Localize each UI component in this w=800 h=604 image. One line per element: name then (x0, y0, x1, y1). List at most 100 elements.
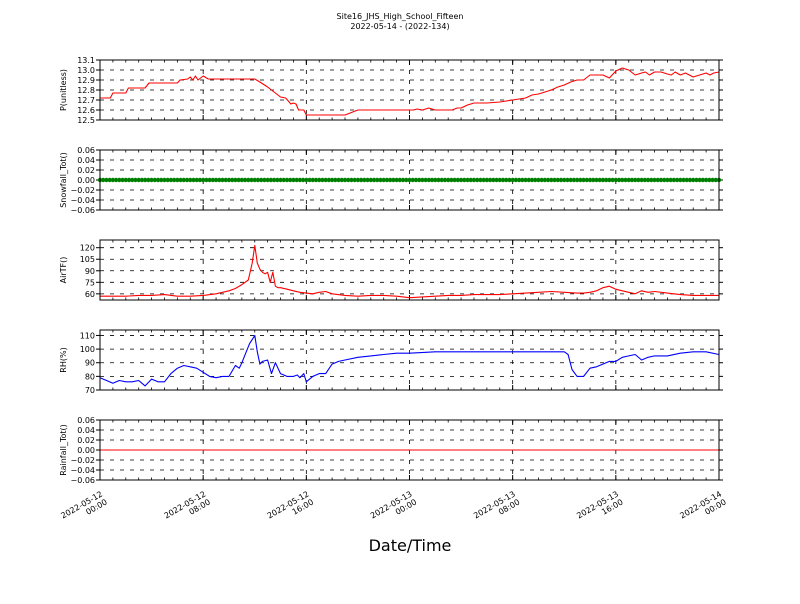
data-point (555, 177, 561, 183)
x-tick-label: 2022-05-1400:00 (678, 489, 727, 528)
data-point (387, 177, 393, 183)
data-point (658, 177, 664, 183)
data-point (307, 177, 312, 183)
data-point (284, 177, 290, 183)
data-point (101, 177, 106, 183)
data-point (703, 177, 709, 183)
data-point (581, 177, 586, 183)
chart-subtitle: 2022-05-14 - (2022-134) (350, 22, 449, 31)
data-point (317, 177, 322, 183)
y-tick-label: 0.02 (77, 166, 95, 175)
data-point (362, 177, 367, 183)
subplot-5: −0.06−0.04−0.020.000.020.040.06 Rainfall_… (59, 416, 723, 485)
data-point (562, 177, 567, 183)
data-point (275, 177, 280, 183)
data-point (165, 177, 170, 183)
data-point (184, 177, 190, 183)
data-point (594, 177, 599, 183)
data-point (371, 177, 377, 183)
data-point (197, 177, 203, 183)
subplot-4: 70 80 90 100 110 RH(%) (59, 329, 723, 395)
data-point (552, 177, 557, 183)
data-point (649, 177, 654, 183)
data-point (346, 177, 351, 183)
y-tick-label: 70 (85, 386, 95, 395)
y-tick-label: 100 (80, 345, 95, 354)
y-tick-label: 90 (85, 359, 95, 368)
data-point (391, 177, 396, 183)
data-point (355, 177, 361, 183)
y-tick-label: 12.9 (77, 76, 95, 85)
data-point (310, 177, 315, 183)
y-tick-label: 90 (85, 267, 95, 276)
data-point (529, 177, 535, 183)
data-point (429, 177, 435, 183)
data-point (139, 177, 145, 183)
y-tick-label: 0.02 (77, 436, 95, 445)
data-point (558, 177, 564, 183)
data-point (516, 177, 522, 183)
data-point (358, 177, 364, 183)
data-point (207, 177, 212, 183)
y-tick-label: 0.00 (77, 176, 95, 185)
data-point (568, 177, 573, 183)
data-point (123, 177, 128, 183)
data-point (410, 177, 415, 183)
data-point (397, 177, 403, 183)
data-point (632, 177, 638, 183)
data-point (188, 177, 193, 183)
data-point (613, 177, 619, 183)
y-axis-label: Rainfall_Tot() (59, 424, 68, 476)
y-tick-label: 0.04 (77, 156, 95, 165)
data-point (288, 177, 293, 183)
data-point (549, 177, 554, 183)
x-axis-title: Date/Time (369, 536, 452, 555)
data-point (700, 177, 706, 183)
data-point (142, 177, 148, 183)
y-tick-label: 75 (85, 278, 95, 287)
data-point (152, 177, 158, 183)
data-point (381, 177, 386, 183)
data-point (384, 177, 390, 183)
data-point (155, 177, 161, 183)
data-point (268, 177, 274, 183)
subplot-2: −0.06−0.04−0.020.000.020.040.06 Snowfall_… (59, 146, 723, 215)
y-tick-label: 12.6 (77, 106, 95, 115)
data-point (181, 177, 187, 183)
data-point (697, 177, 702, 183)
data-point (265, 177, 270, 183)
data-point (629, 177, 635, 183)
y-tick-label: 0.06 (77, 146, 95, 155)
data-point (639, 177, 644, 183)
y-tick-label: 105 (80, 255, 95, 264)
plot-frame (99, 59, 720, 121)
data-point (439, 177, 444, 183)
plot-frame (99, 239, 720, 301)
data-point (455, 177, 461, 183)
data-point (497, 177, 502, 183)
data-point (349, 177, 354, 183)
data-point (471, 177, 477, 183)
data-point (420, 177, 425, 183)
data-point (426, 177, 432, 183)
data-point (130, 177, 135, 183)
data-point (681, 177, 686, 183)
data-point (249, 177, 254, 183)
data-point (149, 177, 154, 183)
plot-frame (99, 149, 720, 211)
data-point (623, 177, 628, 183)
y-axis-label: AirTF() (59, 257, 68, 284)
y-tick-label: 12.7 (77, 96, 95, 105)
data-point (574, 177, 580, 183)
data-point (278, 177, 283, 183)
data-point (329, 177, 335, 183)
x-tick-label: 2022-05-1300:00 (369, 489, 418, 528)
data-point (146, 177, 151, 183)
data-point (678, 177, 683, 183)
data-point (533, 177, 538, 183)
data-point (436, 177, 441, 183)
data-point (291, 177, 296, 183)
data-point (323, 177, 328, 183)
data-point (487, 177, 493, 183)
data-point (655, 177, 660, 183)
